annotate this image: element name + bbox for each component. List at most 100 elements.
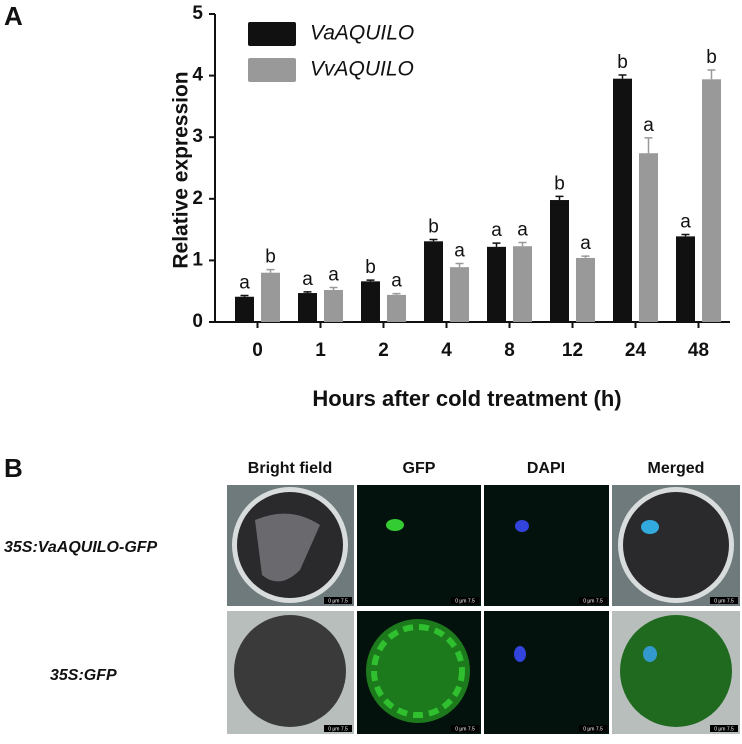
significance-letter: a	[643, 115, 654, 136]
y-tick-label: 1	[192, 249, 203, 270]
significance-letter: a	[302, 269, 313, 290]
scale-label: 0 μm 7.5	[583, 726, 603, 732]
error-bar	[644, 137, 653, 154]
column-header: Bright field	[248, 460, 332, 477]
scale-label: 0 μm 7.5	[714, 598, 734, 604]
cell	[234, 615, 346, 727]
significance-letter: b	[428, 216, 439, 237]
bar	[261, 272, 280, 322]
significance-letter: b	[365, 257, 376, 278]
legend-swatch	[248, 22, 296, 46]
error-bar	[492, 242, 501, 247]
x-tick-label: 8	[504, 340, 515, 361]
y-tick-label: 2	[192, 188, 203, 209]
error-bar	[429, 238, 438, 242]
scale-bar	[451, 725, 479, 732]
bar	[513, 246, 532, 322]
error-bar	[455, 262, 464, 268]
y-tick-label: 3	[192, 126, 203, 147]
significance-letter: b	[554, 173, 565, 194]
column-header: DAPI	[527, 460, 565, 477]
scale-label: 0 μm 7.5	[328, 598, 348, 604]
error-bar	[555, 195, 564, 201]
column-header: Merged	[648, 460, 705, 477]
scale-label: 0 μm 7.5	[583, 598, 603, 604]
bar	[450, 267, 469, 322]
gfp-signal	[366, 619, 470, 723]
x-tick-label: 24	[625, 340, 647, 361]
gfp-signal	[386, 519, 404, 531]
cell	[620, 615, 732, 727]
error-bar	[366, 279, 375, 282]
bar	[361, 281, 380, 322]
error-bar	[240, 294, 249, 297]
bar	[424, 241, 443, 322]
dapi-signal	[515, 520, 529, 532]
bar	[613, 78, 632, 323]
scale-bar	[324, 725, 352, 732]
bar	[550, 200, 569, 322]
row-label: 35S:VaAQUILO-GFP	[4, 539, 158, 556]
bar	[676, 236, 695, 322]
scale-bar	[710, 597, 738, 604]
error-bar	[518, 241, 527, 247]
scale-label: 0 μm 7.5	[328, 726, 348, 732]
image-dapi	[484, 485, 609, 606]
significance-letter: a	[328, 265, 339, 286]
error-bar	[392, 292, 401, 295]
y-tick-label: 0	[192, 311, 203, 332]
legend-label: VvAQUILO	[310, 58, 414, 81]
bar	[487, 246, 506, 322]
scale-bar	[579, 597, 607, 604]
cell-detail	[255, 513, 320, 582]
x-tick-label: 1	[315, 340, 326, 361]
scale-bar	[710, 725, 738, 732]
bar	[576, 257, 595, 322]
bar	[298, 293, 317, 322]
significance-letter: b	[265, 247, 276, 268]
y-axis-title: Relative expression	[170, 71, 193, 268]
error-bar	[303, 291, 312, 294]
bar	[387, 294, 406, 322]
significance-letter: a	[680, 212, 691, 233]
x-axis-title: Hours after cold treatment (h)	[312, 386, 621, 411]
bar	[639, 153, 658, 322]
gfp-signal	[371, 624, 465, 718]
significance-letter: a	[239, 273, 250, 294]
panel-label: B	[4, 453, 23, 483]
error-bar	[266, 268, 275, 273]
significance-letter: a	[454, 240, 465, 261]
error-bar	[618, 74, 627, 79]
cell	[623, 492, 729, 598]
scale-label: 0 μm 7.5	[714, 726, 734, 732]
image-gfp	[357, 485, 481, 606]
scale-label: 0 μm 7.5	[455, 598, 475, 604]
error-bar	[681, 233, 690, 237]
merged-signal	[641, 520, 659, 534]
x-tick-label: 0	[252, 340, 263, 361]
y-tick-label: 4	[192, 65, 203, 86]
bar	[324, 289, 343, 322]
x-tick-label: 48	[688, 340, 709, 361]
row-label: 35S:GFP	[50, 667, 117, 684]
bar	[702, 79, 721, 323]
significance-letter: b	[706, 47, 717, 68]
significance-letter: a	[580, 233, 591, 254]
significance-letter: a	[517, 220, 528, 241]
dapi-signal	[514, 646, 526, 662]
scale-bar	[579, 725, 607, 732]
significance-letter: a	[491, 220, 502, 241]
x-tick-label: 4	[441, 340, 452, 361]
image-dapi	[484, 611, 609, 734]
column-header: GFP	[403, 460, 436, 477]
error-bar	[707, 69, 716, 80]
legend-label: VaAQUILO	[310, 22, 414, 45]
significance-letter: b	[617, 52, 628, 73]
x-tick-label: 2	[378, 340, 389, 361]
error-bar	[329, 286, 338, 290]
merged-signal	[643, 646, 657, 662]
scale-bar	[324, 597, 352, 604]
panel-label: A	[4, 1, 23, 31]
